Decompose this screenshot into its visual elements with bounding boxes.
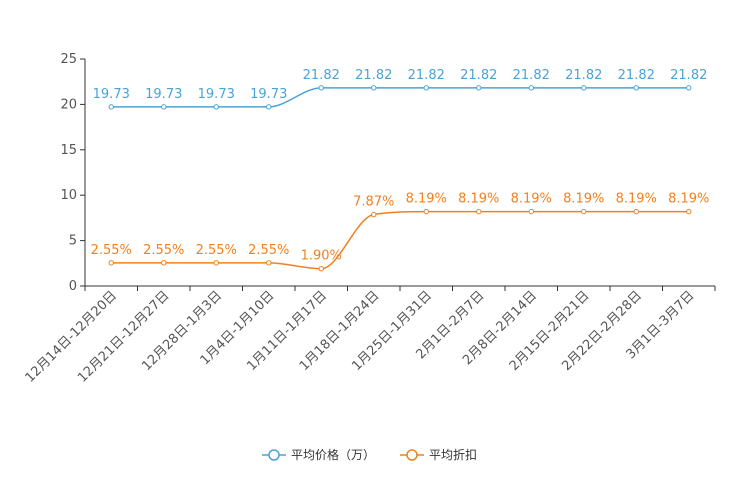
series-1-data-label: 21.82 — [355, 68, 392, 83]
y-tick-label: 25 — [60, 52, 77, 67]
series-1-point — [423, 85, 429, 91]
series-1-point — [476, 85, 482, 91]
series-1-data-label: 19.73 — [93, 87, 130, 102]
series-2-data-label: 8.19% — [668, 192, 709, 207]
series-1-data-label: 21.82 — [460, 68, 497, 83]
series-2-data-label: 8.19% — [563, 192, 604, 207]
series-1-point — [581, 85, 587, 91]
legend-label: 平均折扣 — [429, 447, 477, 462]
series-2-point — [423, 208, 429, 215]
series-2-data-label: 8.19% — [406, 192, 447, 207]
legend-marker-icon — [268, 449, 280, 461]
series-2-point — [318, 266, 324, 272]
legend-label: 平均价格（万） — [291, 447, 375, 462]
series-2-point — [213, 260, 219, 266]
series-1-point — [528, 85, 534, 91]
series-1-point — [213, 104, 219, 110]
legend-item-1[interactable]: 平均价格（万） — [262, 447, 375, 462]
series-2-point — [476, 208, 482, 215]
series-1-point — [161, 104, 167, 110]
series-1-data-label: 21.82 — [513, 68, 550, 83]
legend-item-2[interactable]: 平均折扣 — [400, 447, 477, 462]
series-1-point — [318, 85, 324, 91]
series-2-point — [528, 208, 534, 215]
x-tick-label: 12月21日-12月27日 — [75, 288, 172, 385]
series-2-data-label: 8.19% — [616, 192, 657, 207]
series-2-data-label: 8.19% — [458, 192, 499, 207]
y-tick-label: 20 — [60, 97, 77, 112]
y-tick-label: 10 — [60, 188, 77, 203]
series-2-data-label: 7.87% — [353, 195, 394, 210]
series-2-data-label: 1.90% — [301, 249, 342, 264]
y-tick-label: 5 — [69, 234, 77, 249]
series-2-point — [266, 260, 272, 266]
series-2-point — [633, 208, 639, 215]
series-2-data-label: 2.55% — [143, 243, 184, 258]
legend-marker-icon — [406, 449, 418, 461]
series-1-point — [108, 104, 114, 110]
series-2-data-label: 2.55% — [248, 243, 289, 258]
series-1-point — [633, 85, 639, 91]
series-1-data-label: 21.82 — [670, 68, 707, 83]
series-line-2 — [111, 210, 689, 270]
series-1-point — [686, 85, 692, 91]
y-tick-label: 15 — [60, 143, 77, 158]
series-2-point — [108, 260, 114, 266]
series-2-point — [581, 208, 587, 215]
series-1-data-label: 19.73 — [198, 87, 235, 102]
series-2-data-label: 2.55% — [196, 243, 237, 258]
series-2-data-label: 8.19% — [511, 192, 552, 207]
series-1-data-label: 19.73 — [145, 87, 182, 102]
x-tick-label: 12月14日-12月20日 — [23, 288, 120, 385]
series-1-data-label: 19.73 — [250, 87, 287, 102]
series-2-point — [161, 260, 167, 266]
series-1-data-label: 21.82 — [565, 68, 602, 83]
series-line-1 — [111, 87, 689, 108]
y-tick-label: 0 — [69, 279, 77, 294]
series-1-point — [266, 104, 272, 110]
series-2-point — [686, 208, 692, 215]
series-1-point — [371, 85, 377, 91]
series-2-data-label: 2.55% — [91, 243, 132, 258]
series-1-data-label: 21.82 — [618, 68, 655, 83]
series-2-point — [371, 211, 377, 218]
series-1-data-label: 21.82 — [303, 68, 340, 83]
series-1-data-label: 21.82 — [408, 68, 445, 83]
